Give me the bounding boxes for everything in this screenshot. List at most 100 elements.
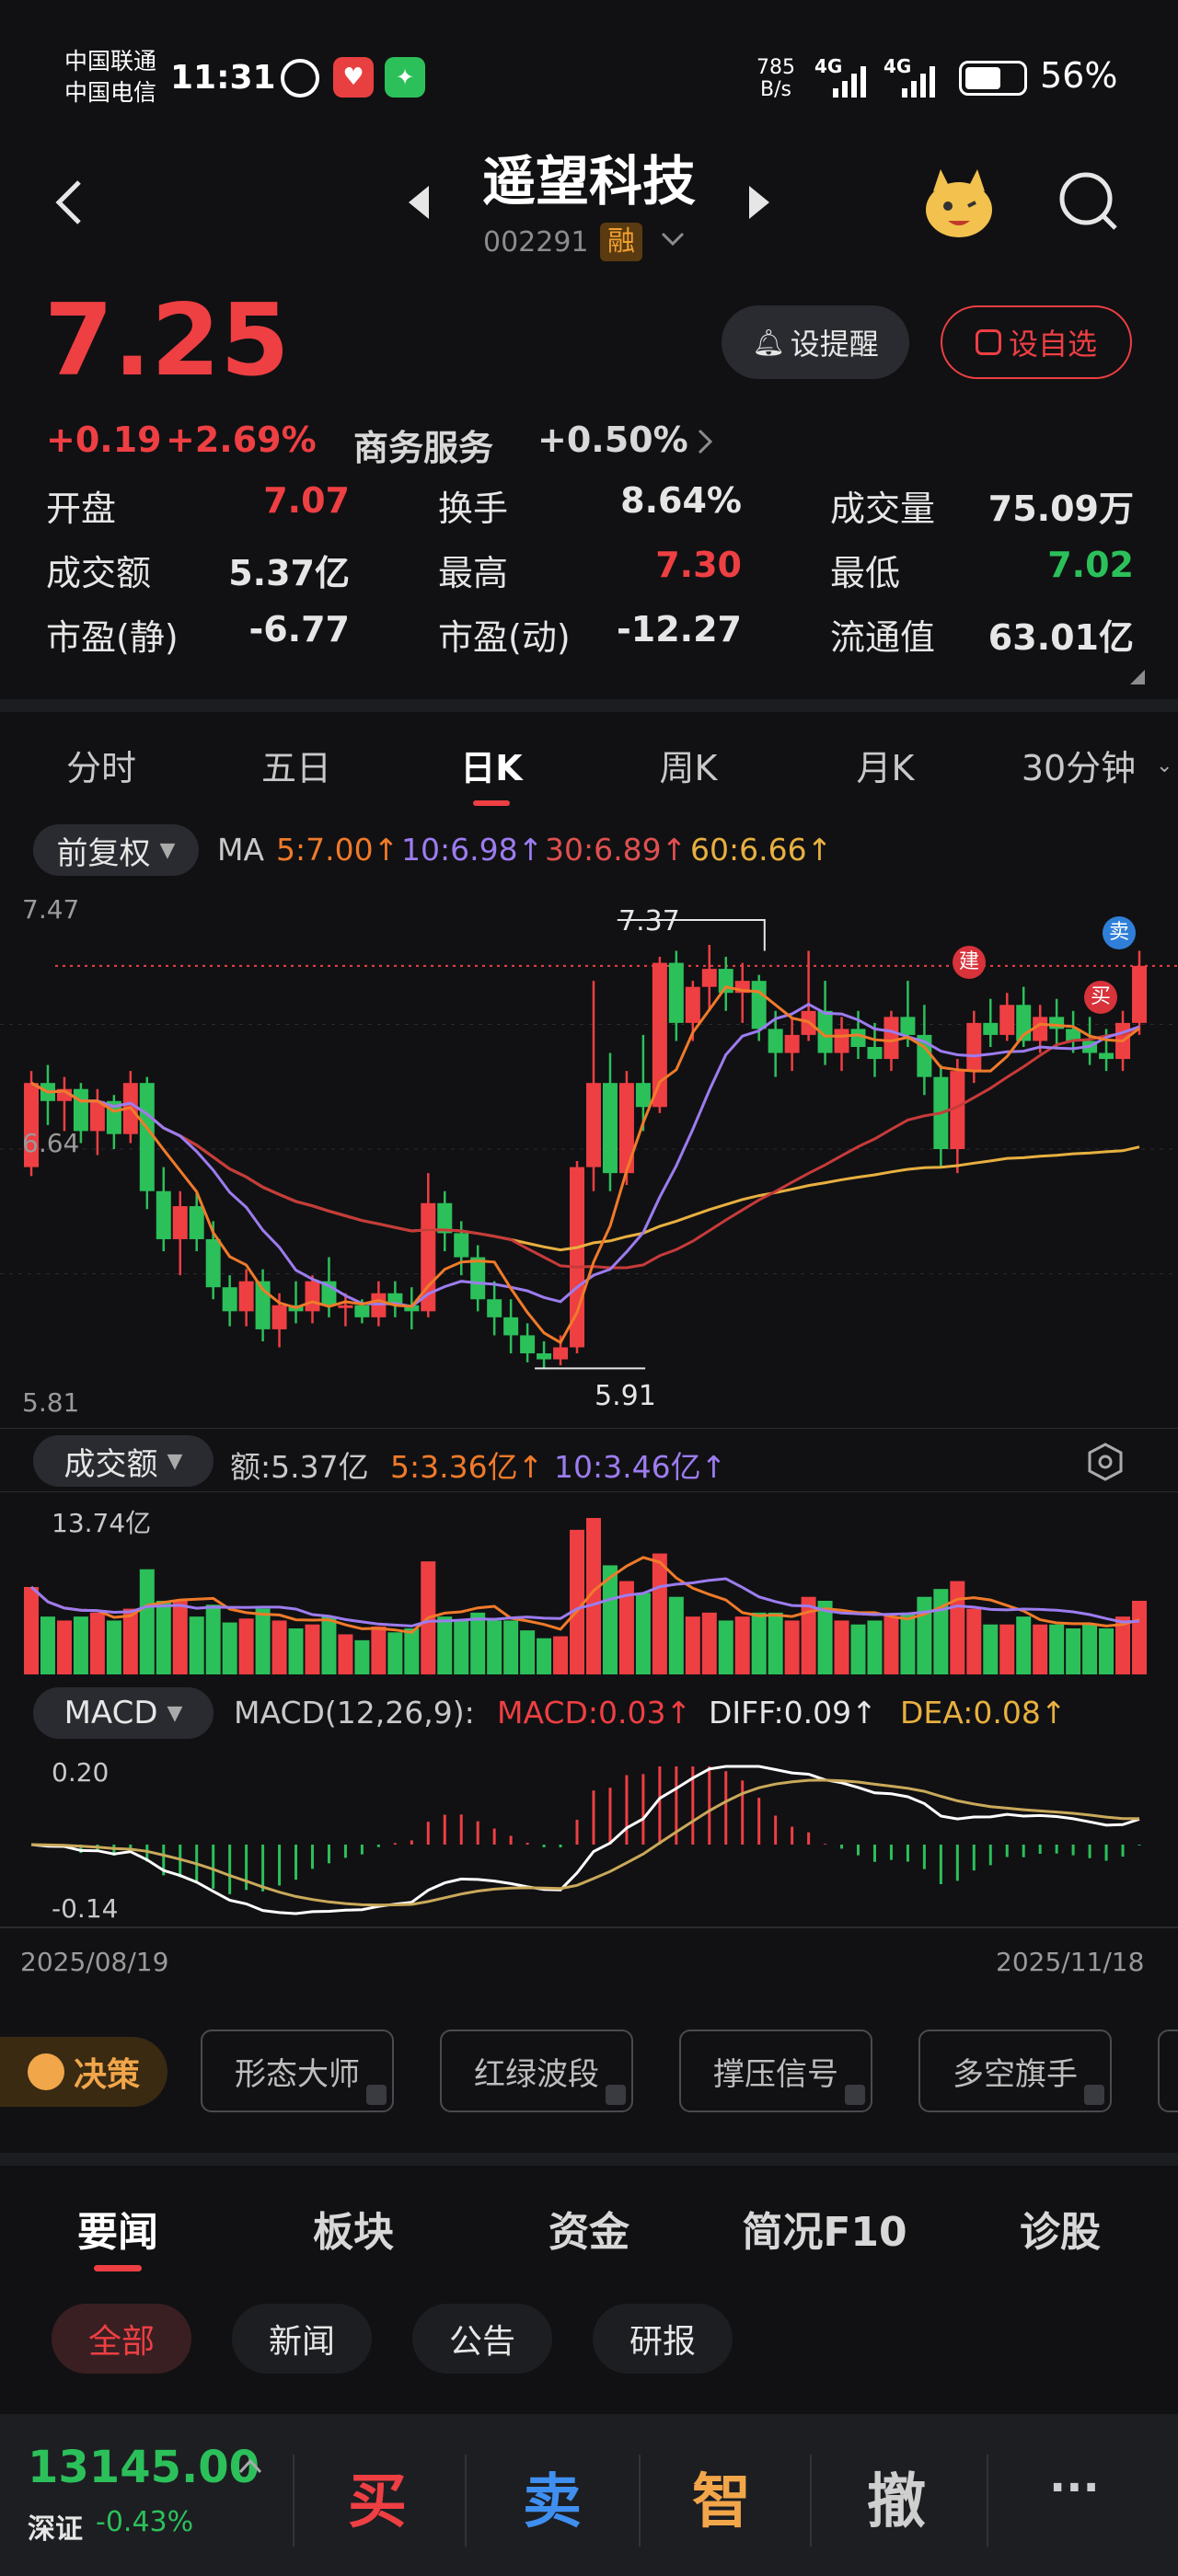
tool-button-3[interactable]: 多空旗手 <box>918 2030 1112 2112</box>
stat-value: -6.77 <box>248 609 350 650</box>
candle-body <box>768 1029 783 1053</box>
kline-chart[interactable] <box>0 883 1178 1435</box>
volume-bar <box>701 1612 717 1674</box>
stat-value: 8.64% <box>620 480 742 521</box>
candle-body <box>205 1238 221 1288</box>
settings-icon[interactable] <box>1086 1443 1125 1481</box>
tab-4[interactable]: 月K <box>856 748 915 788</box>
volume-bar <box>734 1616 750 1674</box>
news-tab-4[interactable]: 诊股 <box>1020 2209 1101 2256</box>
tool-label: 多空旗手 <box>953 2055 1078 2093</box>
alarm-icon <box>281 59 319 98</box>
candle-body <box>900 1017 916 1035</box>
build-position-marker[interactable]: 建 <box>953 946 986 979</box>
volume-bar <box>1082 1624 1098 1674</box>
cancel-order-button[interactable]: 撤 <box>867 2467 926 2536</box>
index-value[interactable]: 13145.00 <box>28 2442 260 2493</box>
candle-body <box>966 1022 982 1072</box>
candle-body <box>585 1083 601 1167</box>
set-alert-button[interactable]: 🔔︎ 设提醒 <box>722 305 909 379</box>
diff-line <box>30 1765 1140 1915</box>
peak-label: 7.37 <box>618 905 680 937</box>
volume-bar <box>1066 1628 1081 1674</box>
add-watchlist-button[interactable]: 设自选 <box>941 305 1132 379</box>
tab-2[interactable]: 日K <box>460 748 523 788</box>
news-subtab-2[interactable]: 公告 <box>412 2304 552 2374</box>
mascot-icon[interactable] <box>920 166 998 243</box>
decision-button[interactable]: 决策 <box>0 2037 167 2107</box>
tool-button-1[interactable]: 红绿波段 <box>440 2030 633 2112</box>
news-tab-1[interactable]: 板块 <box>313 2209 394 2256</box>
candle-body <box>1099 1052 1114 1060</box>
chevron-down-icon[interactable] <box>659 228 687 250</box>
volume-selector[interactable]: 成交额 ▼ <box>33 1435 214 1487</box>
volume-bar <box>618 1581 634 1674</box>
stat-label: 市盈(动) <box>438 617 571 658</box>
tool-button-0[interactable]: 形态大师 <box>201 2030 394 2112</box>
signal-1-label: 4G <box>814 55 843 77</box>
stat-value: 75.09万 <box>987 489 1134 529</box>
set-alert-label: 设提醒 <box>790 327 879 362</box>
volume-header-bar <box>0 1428 1178 1492</box>
next-stock-icon[interactable] <box>745 184 773 221</box>
battery-icon <box>959 61 1027 96</box>
candle-body <box>884 1017 899 1060</box>
candle-body <box>503 1317 519 1336</box>
macd-chart[interactable] <box>0 1748 1178 1932</box>
volume-chart[interactable] <box>0 1500 1178 1674</box>
volume-bar <box>602 1565 618 1674</box>
volume-bar <box>1099 1628 1114 1674</box>
divider <box>293 2455 294 2547</box>
volume-bar <box>255 1608 271 1674</box>
chevron-up-icon[interactable] <box>237 2456 263 2475</box>
stat-label: 流通值 <box>830 617 936 658</box>
macd-value: MACD:0.03↑ <box>497 1695 692 1731</box>
tool-button-2[interactable]: 撑压信号 <box>679 2030 872 2112</box>
back-icon[interactable] <box>46 175 92 230</box>
volume-bar <box>238 1618 254 1674</box>
expand-corner-icon[interactable] <box>1130 670 1145 684</box>
volume-bar <box>139 1569 155 1674</box>
tab-5[interactable]: 30分钟 <box>1021 748 1137 788</box>
chevron-down-icon[interactable]: ⌄ <box>1156 754 1173 777</box>
sector-name[interactable]: 商务服务 <box>353 428 494 468</box>
news-subtab-3[interactable]: 研报 <box>593 2304 733 2374</box>
buy-button[interactable]: 买 <box>348 2467 407 2536</box>
add-watchlist-label: 设自选 <box>1008 327 1097 362</box>
clock: 11:31 <box>170 59 276 97</box>
news-subtab-1[interactable]: 新闻 <box>232 2304 372 2374</box>
macd-selector[interactable]: MACD ▼ <box>33 1687 214 1739</box>
tab-3[interactable]: 周K <box>659 748 718 788</box>
search-icon[interactable] <box>1057 169 1121 234</box>
tab-1[interactable]: 五日 <box>260 748 331 788</box>
news-tab-0[interactable]: 要闻 <box>77 2209 158 2256</box>
more-icon[interactable]: ··· <box>1049 2462 1100 2513</box>
news-subtab-0[interactable]: 全部 <box>52 2304 191 2374</box>
smart-trade-button[interactable]: 智 <box>692 2467 751 2536</box>
buy-marker[interactable]: 买 <box>1084 981 1117 1014</box>
tab-0[interactable]: 分时 <box>65 748 136 788</box>
volume-bar <box>288 1628 304 1674</box>
candle-body <box>784 1034 800 1053</box>
macd-params: MACD(12,26,9): <box>234 1695 475 1731</box>
sell-marker[interactable]: 卖 <box>1103 916 1136 949</box>
date-end: 2025/11/18 <box>996 1947 1145 1977</box>
volume-ma5-line <box>29 1556 1140 1634</box>
news-tab-2[interactable]: 资金 <box>549 2209 629 2256</box>
chevron-right-icon[interactable] <box>694 427 716 456</box>
stat-label: 换手 <box>438 489 509 529</box>
sell-button[interactable]: 卖 <box>523 2467 582 2536</box>
divider <box>639 2455 641 2547</box>
volume-bar <box>570 1529 585 1674</box>
candle-body <box>1049 1017 1065 1029</box>
news-tab-3[interactable]: 简况F10 <box>742 2209 907 2256</box>
prev-stock-icon[interactable] <box>405 184 433 221</box>
adjust-selector[interactable]: 前复权 ▼ <box>33 824 199 876</box>
volume-bar <box>454 1620 469 1674</box>
dea-value: DEA:0.08↑ <box>900 1695 1067 1731</box>
lock-icon <box>1084 2085 1104 2105</box>
sector-change-pct[interactable]: +0.50% <box>537 420 688 460</box>
volume-bar <box>321 1616 337 1674</box>
candle-body <box>652 962 667 1108</box>
tool-button-more[interactable] <box>1158 2030 1178 2112</box>
